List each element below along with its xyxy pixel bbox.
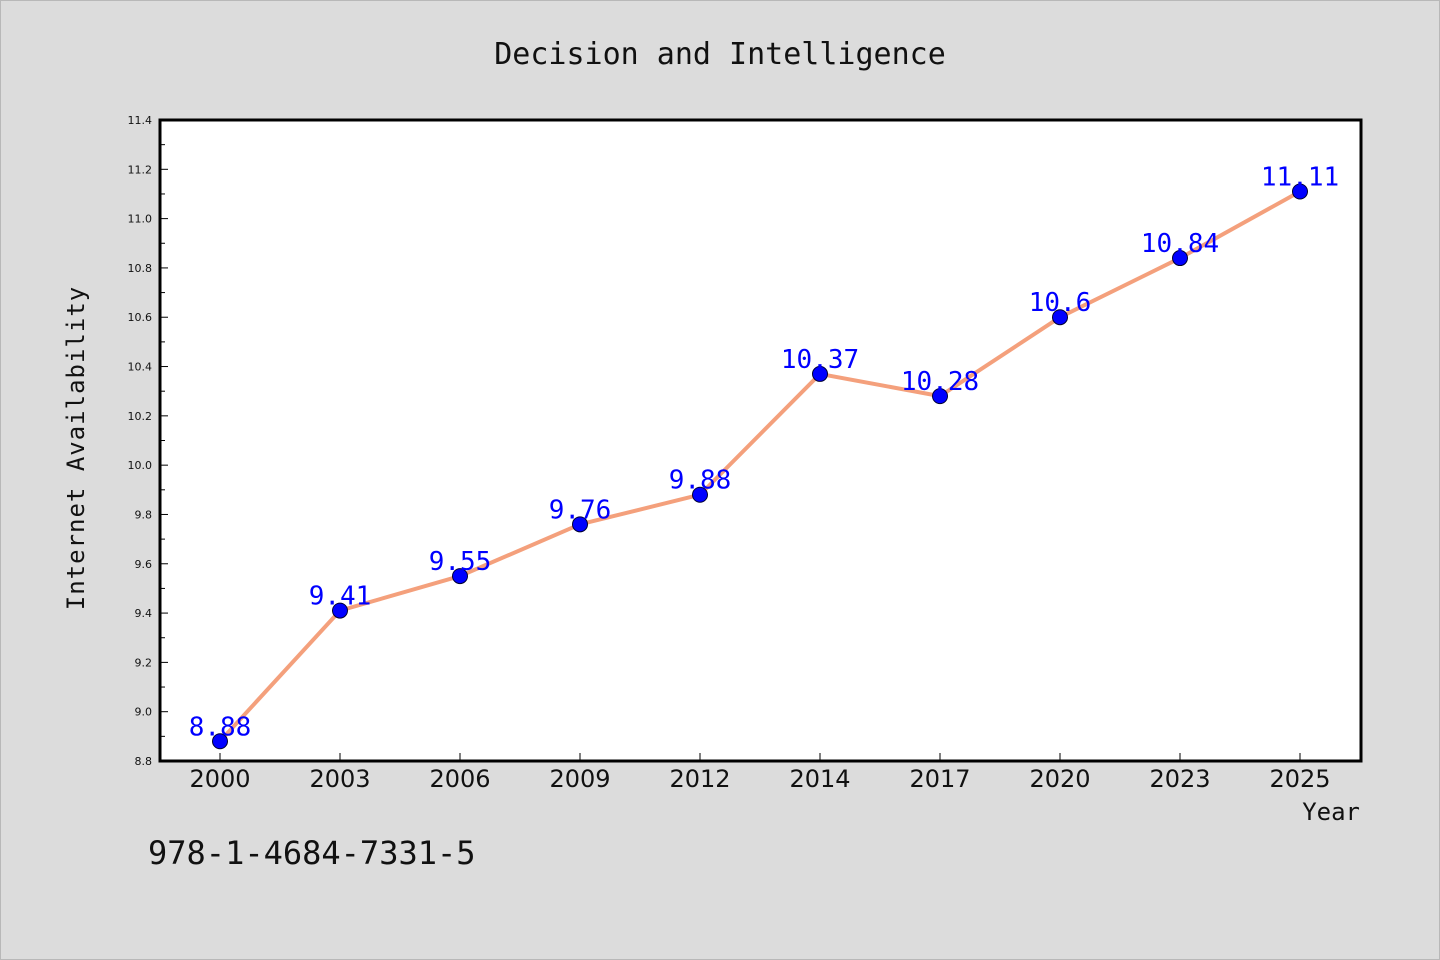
data-label: 9.88 (669, 466, 732, 496)
x-tick-label: 2025 (1269, 765, 1330, 793)
data-label: 10.6 (1029, 288, 1092, 318)
series-markers (212, 183, 1308, 750)
isbn-text: 978-1-4684-7331-5 (148, 834, 476, 872)
data-label: 9.41 (309, 582, 372, 612)
data-label: 10.37 (781, 345, 859, 375)
x-tick-label: 2006 (429, 765, 490, 793)
y-tick-label: 9.0 (135, 706, 153, 719)
data-label: 9.76 (549, 495, 612, 525)
data-point (212, 733, 228, 750)
y-tick-label: 10.6 (128, 311, 153, 324)
data-point (1052, 309, 1068, 326)
x-tick-label: 2017 (909, 765, 970, 793)
x-axis: 2000 2003 2006 2009 2012 2014 2017 2020 2023 2025 (189, 753, 1331, 793)
data-point (932, 388, 948, 405)
y-tick-label: 9.6 (135, 558, 153, 571)
data-point (1172, 250, 1188, 267)
data-point (1292, 183, 1308, 200)
series-line (218, 189, 1301, 743)
y-tick-label: 10.8 (128, 262, 153, 275)
data-point (452, 568, 468, 585)
x-tick-label: 2000 (189, 765, 250, 793)
chart-title: Decision and Intelligence (494, 37, 946, 72)
x-axis-label: Year (1302, 798, 1360, 826)
y-tick-label: 10.2 (128, 410, 153, 423)
data-labels: 8.88 9.41 9.55 9.76 9.88 10.37 10.28 10.6 10.84 1… (189, 162, 1339, 742)
y-tick-label: 11.0 (128, 213, 153, 226)
data-label: 10.84 (1141, 229, 1219, 259)
y-tick-label: 11.2 (128, 163, 153, 176)
x-tick-label: 2014 (789, 765, 850, 793)
y-tick-label: 9.2 (135, 656, 153, 669)
y-tick-label: 10.4 (128, 361, 153, 374)
y-tick-label: 10.0 (128, 459, 153, 472)
x-tick-label: 2009 (549, 765, 610, 793)
x-tick-label: 2003 (309, 765, 370, 793)
y-axis: 8.8 9.0 9.2 9.4 9.6 9.8 10.0 10.2 10.4 10.6 10.8 11… (128, 114, 168, 768)
data-point (692, 486, 708, 503)
x-tick-label: 2020 (1029, 765, 1090, 793)
data-point (332, 602, 348, 619)
y-tick-label: 8.8 (135, 755, 153, 768)
data-label: 8.88 (189, 712, 252, 742)
y-tick-label: 9.4 (135, 607, 153, 620)
data-label: 10.28 (901, 367, 979, 397)
data-label: 11.11 (1261, 162, 1339, 192)
x-tick-label: 2012 (669, 765, 730, 793)
plot-area (158, 118, 1363, 763)
y-tick-label: 9.8 (135, 508, 153, 521)
x-tick-label: 2023 (1149, 765, 1210, 793)
data-point (572, 516, 588, 533)
y-tick-label: 11.4 (128, 114, 153, 127)
y-axis-label: Internet Availability (62, 286, 90, 610)
data-point (812, 365, 828, 382)
data-label: 9.55 (429, 547, 492, 577)
